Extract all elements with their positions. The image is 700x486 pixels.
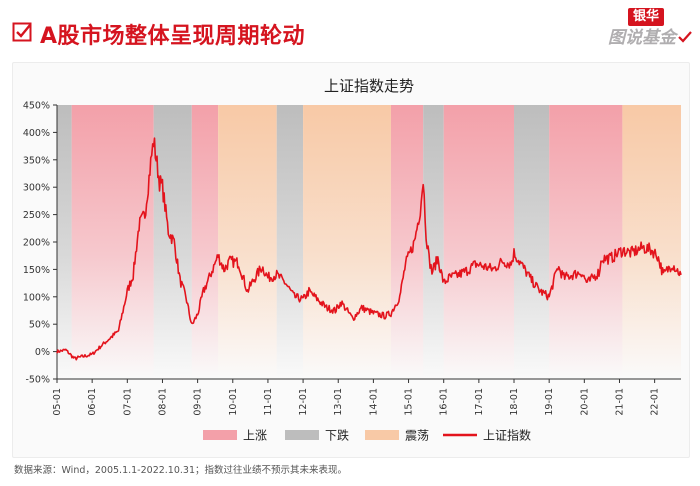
x-tick-label: 08-01 (157, 388, 168, 416)
phase-band (549, 105, 623, 379)
x-tick-label: 13-01 (333, 388, 344, 416)
y-tick-label: 450% (23, 101, 50, 112)
x-tick-label: 15-01 (404, 388, 415, 416)
x-tick-label: 21-01 (614, 388, 625, 416)
brand-logo: 银华 图说基金 (606, 8, 694, 54)
phase-band (622, 105, 681, 379)
y-tick-label: 400% (23, 128, 50, 139)
legend-label: 下跌 (325, 428, 349, 443)
source-note: 数据来源：Wind，2005.1.1-2022.10.31；指数过往业绩不预示其… (14, 465, 348, 476)
x-tick-label: 19-01 (544, 388, 555, 416)
x-tick-label: 22-01 (650, 388, 661, 416)
x-tick-label: 18-01 (509, 388, 520, 416)
x-tick-label: 11-01 (263, 388, 274, 416)
legend-swatch (365, 430, 399, 440)
checkbox-icon (12, 22, 32, 42)
phase-band (443, 105, 515, 379)
page-header: A股市场整体呈现周期轮动 银华 图说基金 (0, 0, 700, 58)
phase-band (191, 105, 219, 379)
x-tick-label: 09-01 (193, 388, 204, 416)
phase-band (276, 105, 304, 379)
legend-label: 震荡 (405, 429, 429, 443)
phase-band (57, 105, 72, 379)
x-tick-label: 12-01 (298, 388, 309, 416)
y-tick-label: 100% (23, 292, 50, 303)
series-line-上证指数 (56, 137, 682, 361)
chart-title: 上证指数走势 (324, 77, 414, 95)
y-tick-label: 50% (29, 320, 50, 331)
y-tick-label: 300% (23, 183, 50, 194)
logo-bottom-text: 图说基金 (608, 28, 676, 48)
x-tick-label: 10-01 (228, 388, 239, 416)
chart-card: 上证指数走势 -50% 0% 50% 100% 150% 200% 250% 300% 350% 4… (12, 62, 690, 458)
phase-band (218, 105, 277, 379)
x-tick-label: 16-01 (439, 388, 450, 416)
x-tick-label: 05-01 (52, 388, 63, 416)
line-chart: 上证指数走势 -50% 0% 50% 100% 150% 200% 250% 300% 350% 4… (23, 77, 682, 443)
y-tick-label: 150% (23, 265, 50, 276)
legend-swatch (203, 430, 237, 440)
y-tick-label: 200% (23, 238, 50, 249)
phase-band (390, 105, 424, 379)
phase-band (514, 105, 550, 379)
phase-band (153, 105, 192, 379)
y-tick-label: 350% (23, 155, 50, 166)
page-title: A股市场整体呈现周期轮动 (40, 24, 306, 49)
x-tick-label: 20-01 (579, 388, 590, 416)
y-tick-label: -50% (25, 375, 50, 386)
logo-check-icon (678, 31, 692, 43)
phase-band (423, 105, 444, 379)
legend-swatch (285, 430, 319, 440)
x-tick-label: 14-01 (368, 388, 379, 416)
legend-label: 上证指数 (483, 428, 531, 443)
phase-band (303, 105, 391, 379)
y-tick-label: 250% (23, 210, 50, 221)
legend-label: 上涨 (243, 428, 267, 443)
x-tick-label: 17-01 (474, 388, 485, 416)
x-tick-label: 06-01 (87, 388, 98, 416)
y-tick-label: 0% (35, 347, 50, 358)
x-tick-label: 07-01 (122, 388, 133, 416)
logo-top-text: 银华 (628, 8, 665, 26)
